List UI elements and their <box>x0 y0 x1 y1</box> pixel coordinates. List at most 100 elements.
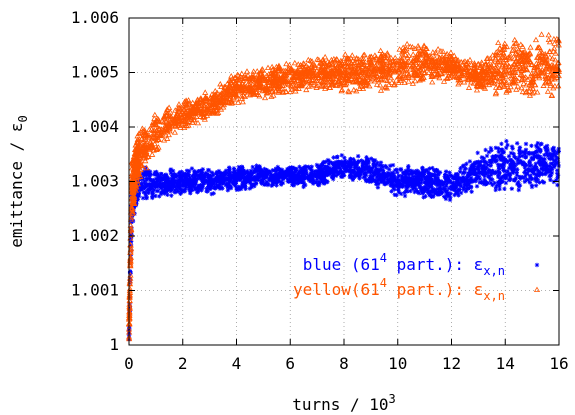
data-point-blue <box>481 163 486 169</box>
data-point-yellow <box>477 81 484 87</box>
data-point-blue <box>209 191 214 197</box>
data-point-blue <box>548 177 553 183</box>
data-point-blue <box>335 165 340 170</box>
data-point-yellow <box>300 60 308 67</box>
data-point-yellow <box>175 101 183 107</box>
data-point-yellow <box>171 129 178 135</box>
data-point-blue <box>341 169 346 175</box>
data-point-blue <box>437 170 443 175</box>
data-point-yellow <box>501 40 508 46</box>
data-point-blue <box>359 158 364 163</box>
data-point-blue <box>524 163 529 168</box>
data-point-blue <box>415 181 421 187</box>
data-point-yellow <box>432 49 439 55</box>
data-point-yellow <box>238 93 245 99</box>
data-point-yellow <box>166 124 173 130</box>
data-point-yellow <box>523 81 530 88</box>
data-point-blue <box>472 160 477 166</box>
data-point-yellow <box>315 56 322 63</box>
data-point-blue <box>348 174 354 180</box>
data-point-blue <box>358 167 364 172</box>
data-point-blue <box>517 154 522 159</box>
data-point-blue <box>391 176 397 181</box>
data-point-blue <box>499 156 504 161</box>
data-point-yellow <box>271 79 279 85</box>
data-point-blue <box>434 167 439 173</box>
data-point-yellow <box>367 77 374 84</box>
data-point-blue <box>206 173 212 178</box>
data-point-blue <box>518 174 524 180</box>
data-point-blue <box>461 163 467 168</box>
data-point-blue <box>233 179 239 185</box>
data-point-yellow <box>397 54 404 60</box>
data-point-blue <box>520 149 525 155</box>
data-point-blue <box>480 166 485 172</box>
data-point-blue <box>142 165 148 170</box>
data-point-yellow <box>400 72 407 78</box>
data-point-blue <box>293 175 298 180</box>
data-point-blue <box>338 174 344 179</box>
data-point-blue <box>413 171 419 176</box>
data-point-blue <box>358 170 363 176</box>
data-point-blue <box>139 177 145 182</box>
data-point-yellow <box>550 35 558 42</box>
data-point-yellow <box>158 126 165 132</box>
data-point-yellow <box>288 69 296 76</box>
data-point-blue <box>555 172 561 178</box>
data-point-yellow <box>377 57 384 63</box>
data-point-blue <box>301 184 306 190</box>
data-point-yellow <box>518 84 525 91</box>
data-point-blue <box>284 172 289 177</box>
data-point-blue <box>422 170 427 176</box>
data-point-yellow <box>401 79 408 86</box>
data-point-blue <box>379 163 384 169</box>
data-point-yellow <box>159 118 166 124</box>
data-point-blue <box>419 185 424 190</box>
data-point-blue <box>391 173 397 179</box>
data-point-blue <box>429 177 435 183</box>
data-point-blue <box>334 173 339 178</box>
data-point-blue <box>420 166 425 171</box>
data-point-blue <box>453 186 458 191</box>
data-point-blue <box>413 182 418 187</box>
data-point-yellow <box>395 72 402 79</box>
data-point-blue <box>520 153 525 159</box>
data-point-blue <box>363 177 368 182</box>
data-point-yellow <box>519 88 526 95</box>
plot-data <box>125 31 563 342</box>
data-point-blue <box>388 179 393 184</box>
data-point-blue <box>185 178 191 184</box>
data-point-blue <box>318 167 324 172</box>
data-point-yellow <box>488 79 496 86</box>
data-point-yellow <box>532 73 539 79</box>
data-point-yellow <box>316 74 323 80</box>
data-point-blue <box>464 161 469 167</box>
data-point-blue <box>292 177 297 182</box>
data-point-blue <box>194 172 199 178</box>
data-point-yellow <box>539 50 546 56</box>
data-point-yellow <box>351 63 358 69</box>
data-point-blue <box>492 156 497 162</box>
data-point-blue <box>321 180 326 185</box>
data-point-blue <box>458 176 463 181</box>
data-point-blue <box>496 146 501 151</box>
data-point-blue <box>213 186 218 191</box>
data-point-blue <box>514 141 520 146</box>
data-point-yellow <box>412 55 420 61</box>
data-point-blue <box>517 145 523 150</box>
data-point-yellow <box>405 71 412 77</box>
data-point-blue <box>144 172 149 177</box>
data-point-blue <box>215 179 220 184</box>
data-point-blue <box>489 159 495 165</box>
data-point-blue <box>553 158 558 164</box>
data-point-yellow <box>348 75 355 81</box>
data-point-blue <box>338 166 343 171</box>
data-point-blue <box>534 172 539 178</box>
data-point-blue <box>275 164 280 170</box>
data-point-blue <box>257 171 263 176</box>
data-point-blue <box>478 163 483 168</box>
data-point-blue <box>321 159 326 165</box>
data-point-blue <box>253 168 258 173</box>
data-point-blue <box>252 176 257 182</box>
data-point-blue <box>174 174 179 180</box>
